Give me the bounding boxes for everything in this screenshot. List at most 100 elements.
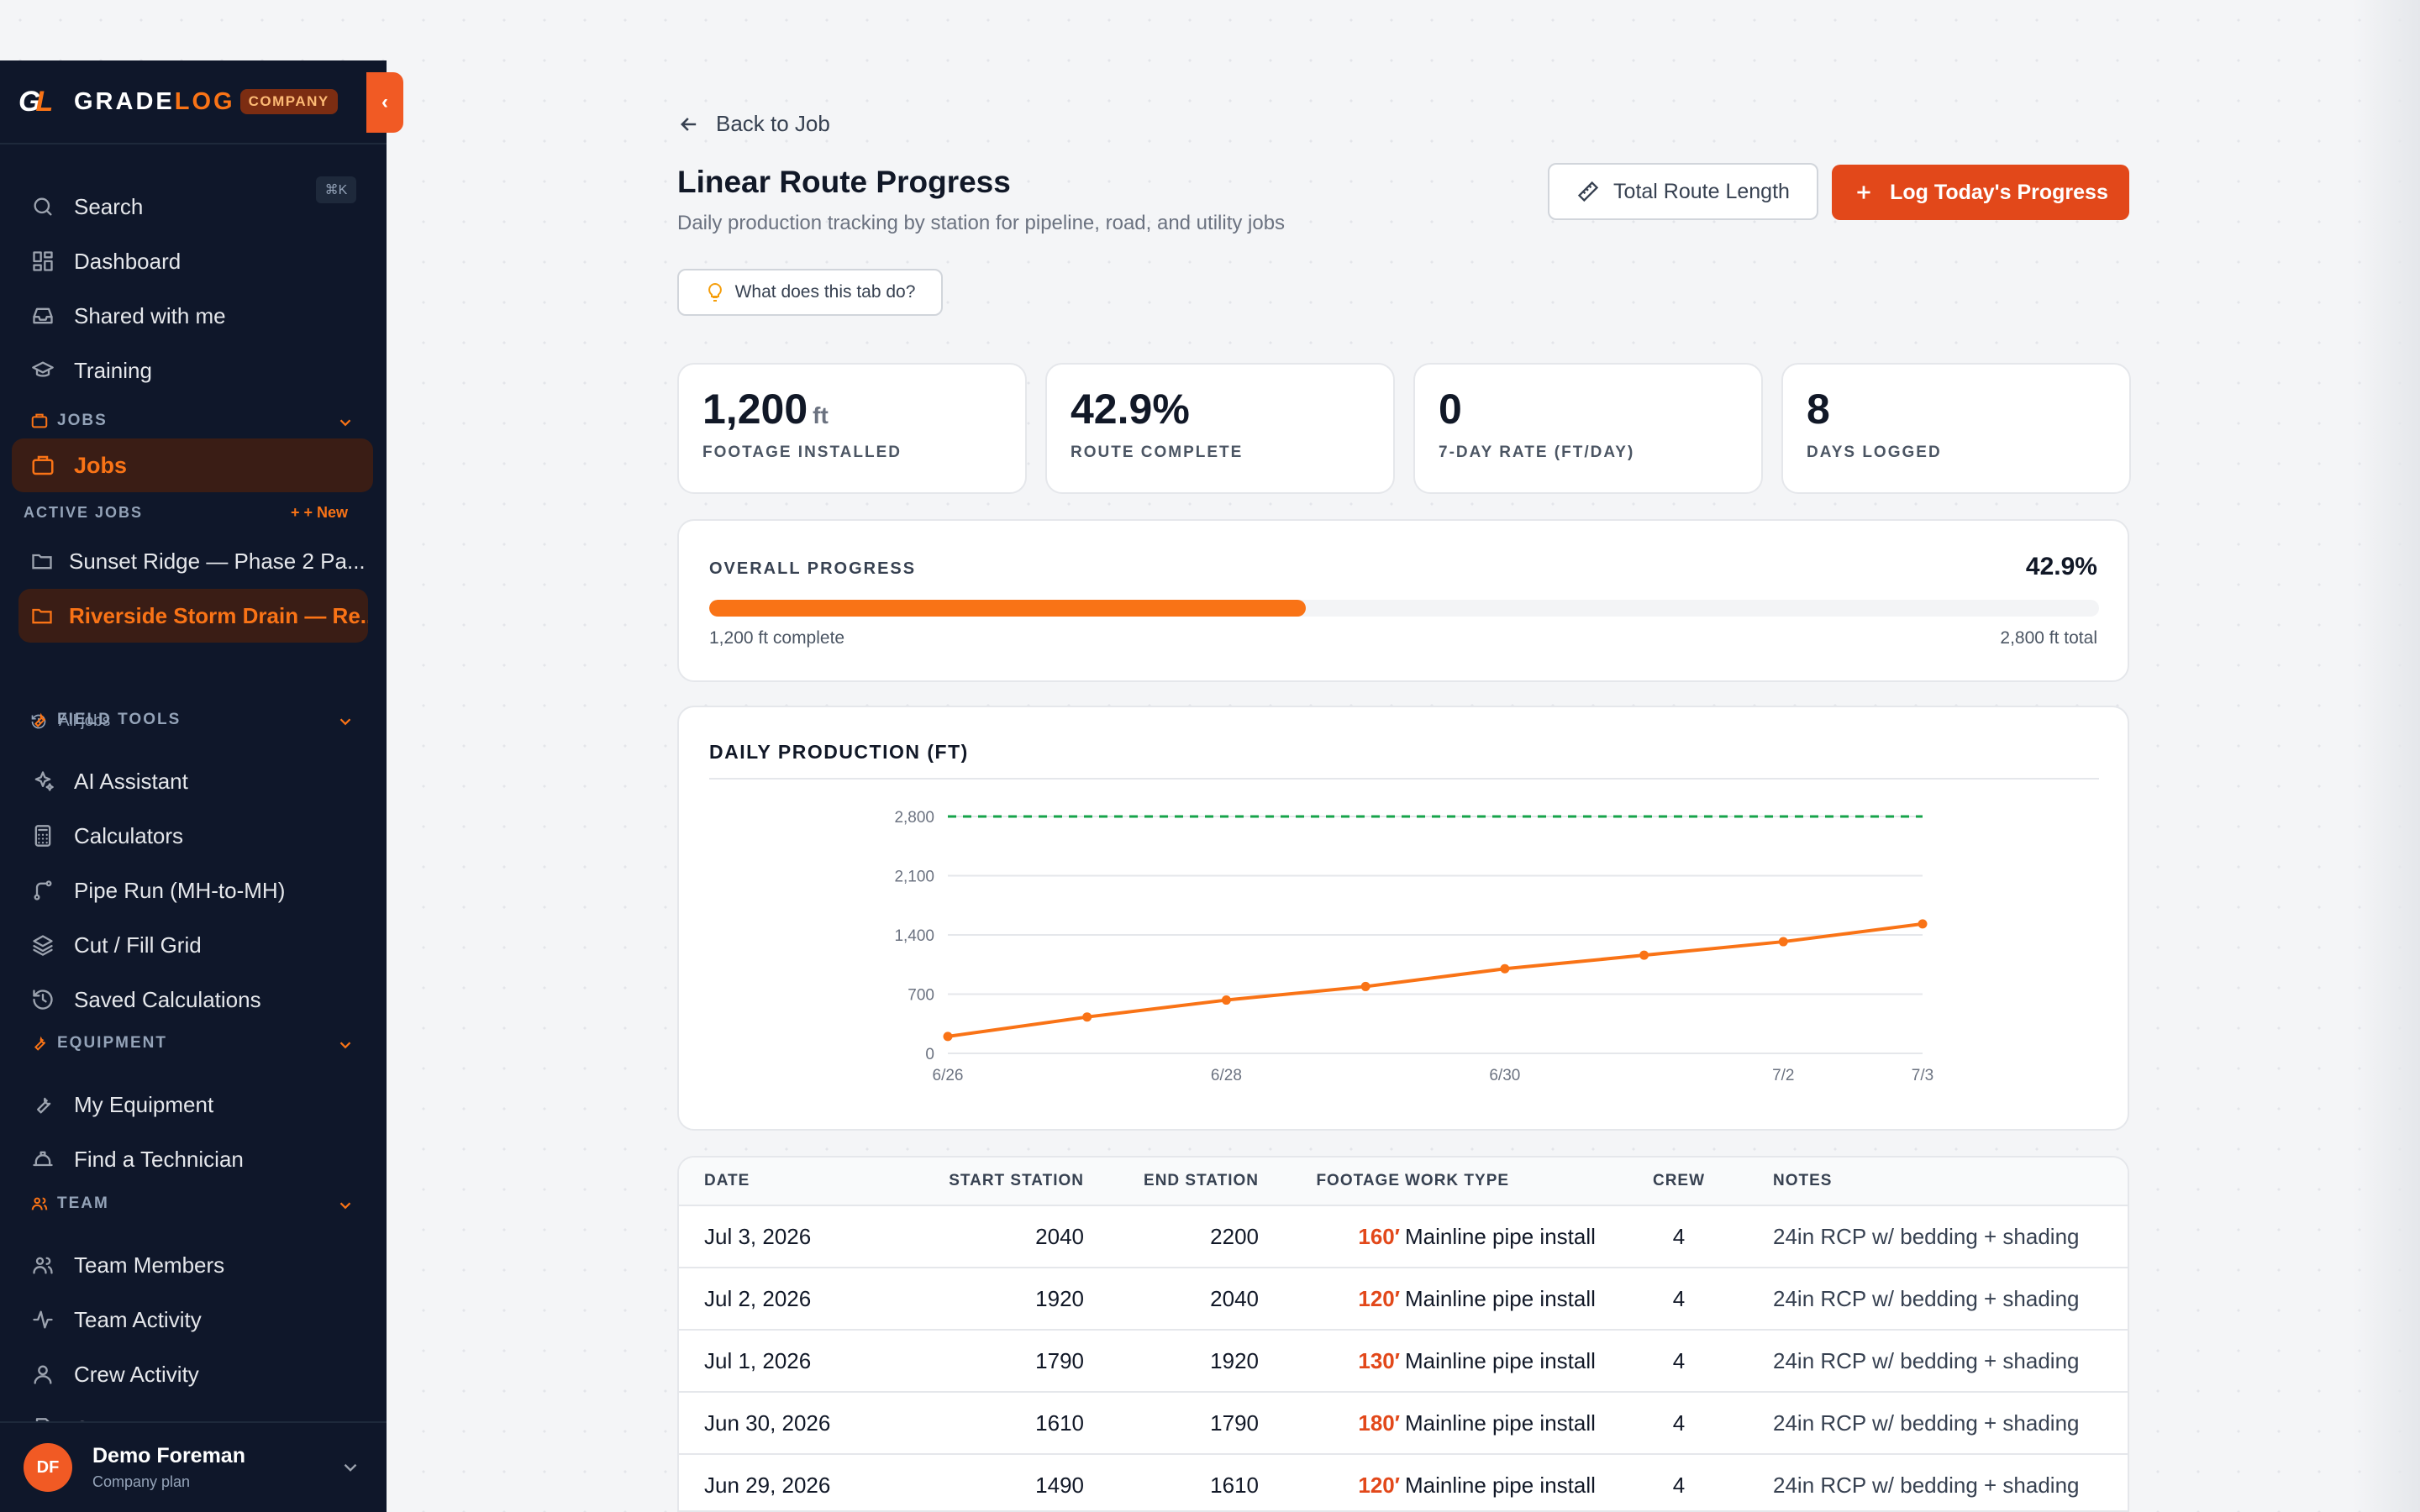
series-line <box>947 921 1923 1038</box>
chevron-down-icon[interactable] <box>336 1196 355 1215</box>
gradelog-logo-icon: GL <box>18 86 53 118</box>
col-header-crew[interactable]: CREW <box>1652 1172 1706 1189</box>
y-tick-label: 1,400 <box>894 927 934 945</box>
cell-crew: 4 <box>1672 1285 1686 1311</box>
user-info: Demo Foreman Company plan <box>92 1444 245 1491</box>
sidebar-item-pipe-run[interactable]: Pipe Run (MH-to-MH) <box>30 874 285 907</box>
sidebar-item-dashboard[interactable]: Dashboard <box>30 244 181 278</box>
sidebar-item-shared[interactable]: Shared with me <box>30 299 226 333</box>
table-row[interactable]: Jun 30, 2026 1610 1790 180′ Mainline pipe in… <box>679 1393 2128 1455</box>
data-point <box>1082 1012 1092 1022</box>
table-row[interactable]: Jul 3, 2026 2040 2200 160′ Mainline pipe ins… <box>679 1206 2128 1268</box>
all-jobs-link[interactable]: All jobs <box>30 712 110 731</box>
cell-start: 2040 <box>1035 1223 1084 1249</box>
x-tick-label: 6/28 <box>1211 1067 1242 1084</box>
col-header-footage[interactable]: FOOTAGE <box>1316 1172 1400 1189</box>
col-header-notes[interactable]: NOTES <box>1773 1172 1833 1189</box>
chevron-down-icon[interactable] <box>336 413 355 432</box>
chart-title: DAILY PRODUCTION (FT) <box>709 741 969 763</box>
stat-value: 0 <box>1439 385 1738 433</box>
job-item[interactable]: Sunset Ridge — Phase 2 Pa... <box>18 534 368 588</box>
progress-bar-fill <box>709 600 1306 617</box>
section-equipment[interactable]: EQUIPMENT <box>30 1034 167 1053</box>
sidebar-item-label: Cut / Fill Grid <box>74 932 202 958</box>
cell-footage: 120′ <box>1358 1472 1400 1498</box>
cell-start: 1790 <box>1035 1347 1084 1373</box>
sidebar-item-label: Crew Activity <box>74 1361 199 1387</box>
sidebar-item-label: Pipe Run (MH-to-MH) <box>74 877 286 903</box>
col-header-start-station[interactable]: START STATION <box>949 1172 1084 1189</box>
back-to-job-link[interactable]: Back to Job <box>677 111 830 137</box>
y-tick-label: 0 <box>925 1046 934 1063</box>
col-header-end-station[interactable]: END STATION <box>1144 1172 1259 1189</box>
sidebar-collapse-button[interactable]: ‹ <box>366 72 403 133</box>
table-row[interactable]: Jul 1, 2026 1790 1920 130′ Mainline pipe ins… <box>679 1331 2128 1393</box>
back-link-label: Back to Job <box>716 111 830 136</box>
y-tick-label: 2,800 <box>894 809 934 827</box>
sidebar-item-find-technician[interactable]: Find a Technician <box>30 1142 244 1176</box>
progress-bar <box>709 600 2099 617</box>
table-row[interactable]: Jun 29, 2026 1490 1610 120′ Mainline pipe in… <box>679 1455 2128 1510</box>
sidebar-item-label: My Equipment <box>74 1091 214 1117</box>
sidebar-item-jobs[interactable]: Jobs <box>12 438 373 492</box>
user-menu[interactable]: DF Demo Foreman Company plan <box>0 1421 387 1512</box>
col-header-work-type[interactable]: WORK TYPE <box>1405 1172 1510 1189</box>
cell-notes: 24in RCP w/ bedding + shading <box>1773 1472 2080 1498</box>
search-icon <box>30 194 55 219</box>
cell-crew: 4 <box>1672 1472 1686 1498</box>
sidebar-item-calculators[interactable]: Calculators <box>30 819 183 853</box>
y-tick-label: 2,100 <box>894 869 934 886</box>
sidebar-item-team-members[interactable]: Team Members <box>30 1248 224 1282</box>
progress-complete-text: 1,200 ft complete <box>709 628 845 648</box>
sidebar-item-ai-assistant[interactable]: AI Assistant <box>30 764 188 798</box>
sidebar-item-crew-activity[interactable]: Crew Activity <box>30 1357 199 1391</box>
section-field-tools[interactable]: FIELD TOOLS <box>30 711 181 729</box>
x-tick-label: 6/26 <box>933 1067 964 1084</box>
chevron-down-icon[interactable] <box>336 712 355 731</box>
cell-date: Jun 30, 2026 <box>704 1410 831 1436</box>
cell-date: Jul 2, 2026 <box>704 1285 812 1311</box>
data-point <box>1918 919 1928 929</box>
help-label: What does this tab do? <box>734 282 916 302</box>
sidebar-item-team-activity[interactable]: Team Activity <box>30 1303 202 1336</box>
sidebar-item-saved-calculations[interactable]: Saved Calculations <box>30 983 261 1016</box>
sidebar-item-training[interactable]: Training <box>30 354 152 387</box>
wrench-icon <box>34 1036 46 1051</box>
sidebar-item-search[interactable]: Search <box>30 190 143 223</box>
stat-value: 42.9% <box>1071 385 1370 433</box>
stat-number: 8 <box>1807 386 1830 433</box>
job-item-selected[interactable]: Riverside Storm Drain — Re... <box>18 589 368 643</box>
progress-total-text: 2,800 ft total <box>2000 628 2097 648</box>
sidebar-item-cut-fill[interactable]: Cut / Fill Grid <box>30 928 202 962</box>
inbox-icon <box>30 303 55 328</box>
active-jobs-label: ACTIVE JOBS <box>24 504 144 521</box>
section-team-label: TEAM <box>57 1194 109 1212</box>
section-jobs[interactable]: JOBS <box>30 412 108 430</box>
brand[interactable]: GL GRADELOG COMPANY <box>0 60 387 144</box>
col-header-date[interactable]: DATE <box>704 1172 750 1189</box>
new-job-link[interactable]: + + New <box>291 504 349 521</box>
section-team[interactable]: TEAM <box>30 1194 109 1213</box>
cell-work: Mainline pipe install <box>1405 1472 1596 1498</box>
data-point <box>1778 937 1788 947</box>
cell-end: 2040 <box>1210 1285 1259 1311</box>
total-route-length-button[interactable]: Total Route Length <box>1548 163 1818 220</box>
data-point <box>1360 981 1370 991</box>
chevron-down-icon[interactable] <box>336 1036 355 1054</box>
table-row[interactable]: Jul 2, 2026 1920 2040 120′ Mainline pipe ins… <box>679 1268 2128 1331</box>
x-tick-label: 7/2 <box>1772 1067 1794 1084</box>
button-label: Log Today's Progress <box>1890 180 2108 204</box>
page-title: Linear Route Progress <box>677 165 1011 199</box>
log-progress-button[interactable]: Log Today's Progress <box>1832 165 2129 220</box>
stat-card-route-complete: 42.9% ROUTE COMPLETE <box>1045 363 1395 494</box>
cell-end: 1790 <box>1210 1410 1259 1436</box>
cell-end: 2200 <box>1210 1223 1259 1249</box>
stat-value: 1,200 ft <box>702 385 1002 433</box>
chevron-down-icon <box>339 1457 361 1483</box>
folder-open-icon <box>32 608 52 624</box>
history-icon <box>30 987 55 1012</box>
sidebar-item-my-equipment[interactable]: My Equipment <box>30 1088 213 1121</box>
tab-help-button[interactable]: What does this tab do? <box>677 269 943 316</box>
overall-progress-card: OVERALL PROGRESS 42.9% 1,200 ft complete… <box>677 519 2129 682</box>
user-icon <box>30 1362 55 1387</box>
